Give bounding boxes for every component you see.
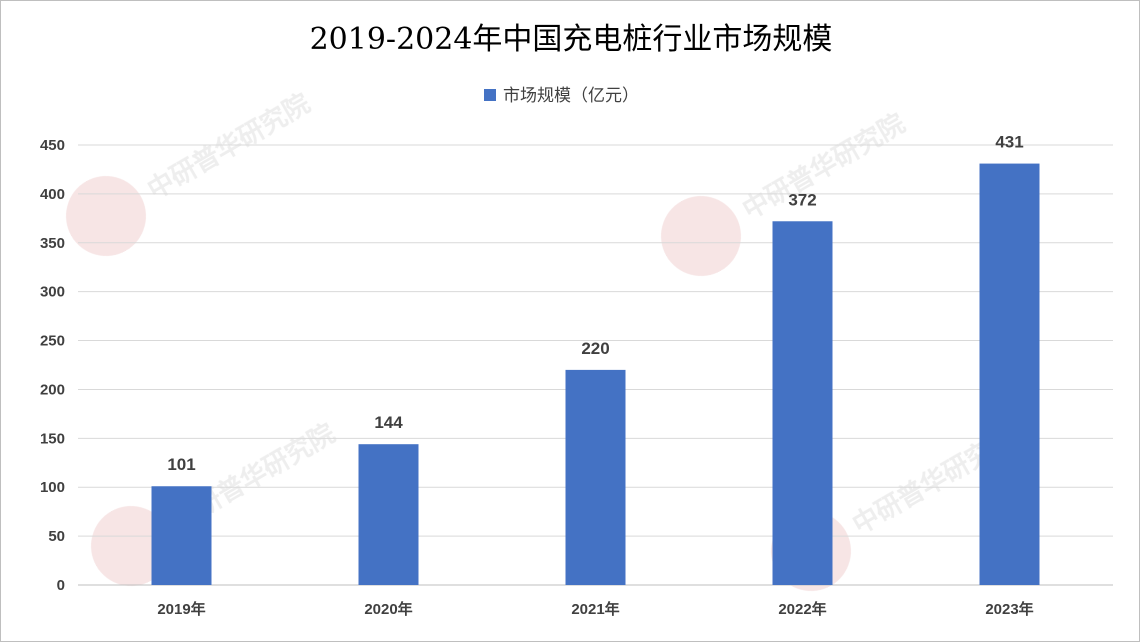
data-label: 431 <box>995 133 1023 152</box>
x-tick-label: 2021年 <box>571 600 619 618</box>
bar <box>772 221 833 585</box>
x-tick-label: 2022年 <box>778 600 826 618</box>
chart-title: 2019-2024年中国充电桩行业市场规模 <box>310 22 833 57</box>
y-tick-label: 50 <box>48 528 65 545</box>
data-label: 372 <box>788 190 816 209</box>
y-tick-label: 0 <box>57 577 65 594</box>
bar <box>358 444 419 585</box>
y-tick-label: 100 <box>40 479 65 496</box>
legend: 市场规模（亿元） <box>484 86 639 106</box>
y-tick-label: 150 <box>40 430 65 447</box>
y-tick-label: 400 <box>40 186 65 203</box>
x-tick-label: 2020年 <box>364 600 412 618</box>
y-tick-label: 300 <box>40 284 65 301</box>
y-tick-label: 250 <box>40 333 65 350</box>
y-tick-label: 350 <box>40 235 65 252</box>
x-tick-label: 2023年 <box>985 600 1033 618</box>
data-label: 220 <box>581 339 609 358</box>
legend-swatch <box>484 89 496 101</box>
y-tick-label: 450 <box>40 137 65 154</box>
legend-label: 市场规模（亿元） <box>503 86 639 106</box>
bars <box>151 163 1040 586</box>
bar <box>151 486 212 585</box>
svg-text:中研普华研究院: 中研普华研究院 <box>142 88 315 206</box>
data-label: 101 <box>167 455 195 474</box>
x-tick-label: 2019年 <box>157 600 205 618</box>
bar <box>565 369 626 585</box>
data-labels: 101 144 220 372 431 <box>167 133 1023 475</box>
data-label: 144 <box>374 413 403 432</box>
y-axis: 0 50 100 150 200 250 300 350 400 450 <box>40 137 65 594</box>
bar <box>979 163 1040 586</box>
svg-text:中研普华研究院: 中研普华研究院 <box>737 108 910 226</box>
y-tick-label: 200 <box>40 381 65 398</box>
x-axis: 2019年 2020年 2021年 2022年 2023年 <box>157 600 1033 618</box>
